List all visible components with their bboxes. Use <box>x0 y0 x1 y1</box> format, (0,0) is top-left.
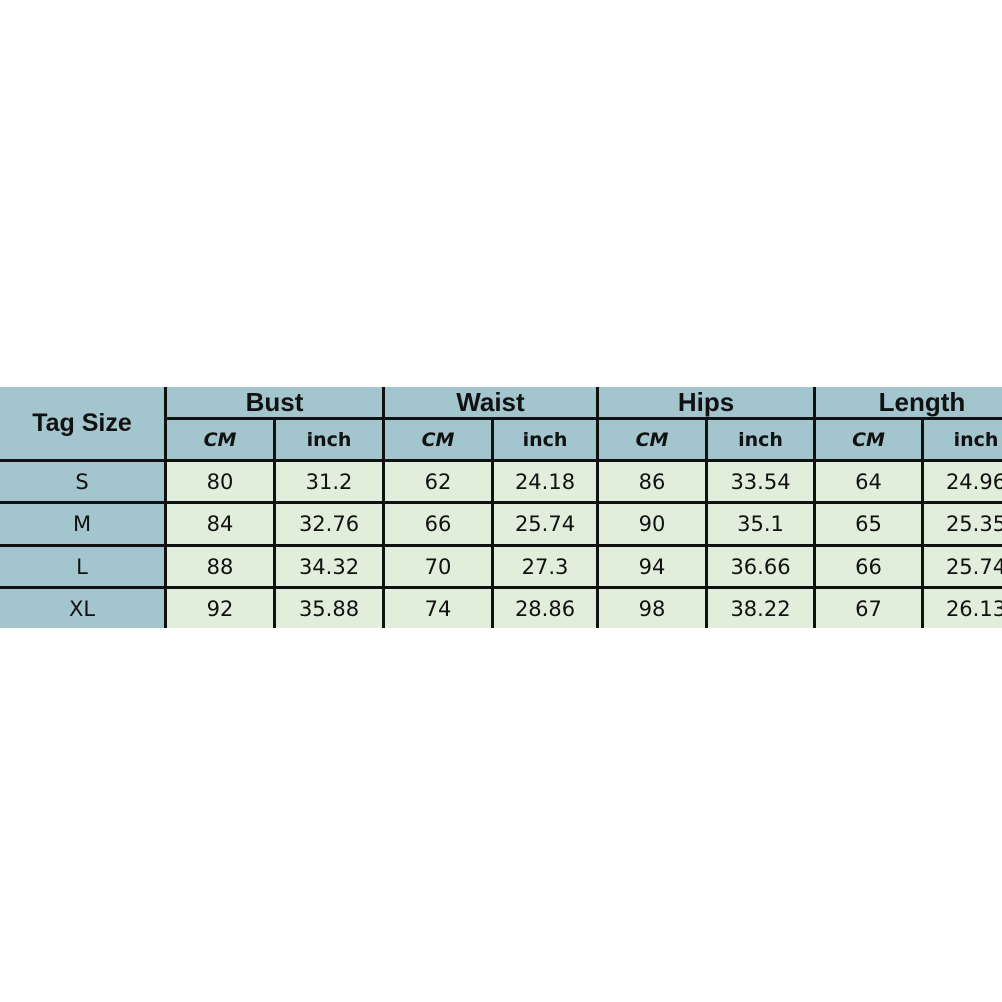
unit-header-cm: CM <box>816 420 921 459</box>
table-cell: 94 <box>599 547 705 586</box>
unit-header-inch: inch <box>276 420 382 459</box>
size-label: XL <box>0 589 164 628</box>
table-cell: 84 <box>167 504 273 544</box>
table-cell: 80 <box>167 462 273 501</box>
size-chart-table: Tag Size Bust Waist Hips Length CM inch CM inch… <box>0 387 1002 628</box>
tag-size-header: Tag Size <box>0 387 164 459</box>
table-cell: 31.2 <box>276 462 382 501</box>
table-cell: 74 <box>385 589 491 628</box>
table-cell: 92 <box>167 589 273 628</box>
table-cell: 64 <box>816 462 921 501</box>
table-cell: 86 <box>599 462 705 501</box>
table-cell: 24.18 <box>494 462 596 501</box>
table-cell: 88 <box>167 547 273 586</box>
table-cell: 34.32 <box>276 547 382 586</box>
table-cell: 98 <box>599 589 705 628</box>
group-header-length: Length <box>816 387 1002 417</box>
unit-header-inch: inch <box>494 420 596 459</box>
table-cell: 26.13 <box>924 589 1002 628</box>
unit-header-cm: CM <box>599 420 705 459</box>
unit-header-inch: inch <box>924 420 1002 459</box>
table-cell: 35.1 <box>708 504 813 544</box>
table-cell: 62 <box>385 462 491 501</box>
table-cell: 66 <box>816 547 921 586</box>
table-cell: 25.74 <box>924 547 1002 586</box>
table-cell: 25.74 <box>494 504 596 544</box>
table-cell: 32.76 <box>276 504 382 544</box>
table-cell: 25.35 <box>924 504 1002 544</box>
size-label: S <box>0 462 164 501</box>
group-header-bust: Bust <box>167 387 382 417</box>
table-cell: 90 <box>599 504 705 544</box>
unit-header-cm: CM <box>385 420 491 459</box>
table-cell: 36.66 <box>708 547 813 586</box>
unit-header-inch: inch <box>708 420 813 459</box>
table-cell: 38.22 <box>708 589 813 628</box>
table-cell: 28.86 <box>494 589 596 628</box>
size-label: L <box>0 547 164 586</box>
group-header-hips: Hips <box>599 387 813 417</box>
table-cell: 70 <box>385 547 491 586</box>
table-cell: 27.3 <box>494 547 596 586</box>
table-cell: 67 <box>816 589 921 628</box>
table-cell: 65 <box>816 504 921 544</box>
table-cell: 24.96 <box>924 462 1002 501</box>
table-cell: 33.54 <box>708 462 813 501</box>
table-cell: 35.88 <box>276 589 382 628</box>
table-cell: 66 <box>385 504 491 544</box>
size-label: M <box>0 504 164 544</box>
unit-header-cm: CM <box>167 420 273 459</box>
group-header-waist: Waist <box>385 387 596 417</box>
